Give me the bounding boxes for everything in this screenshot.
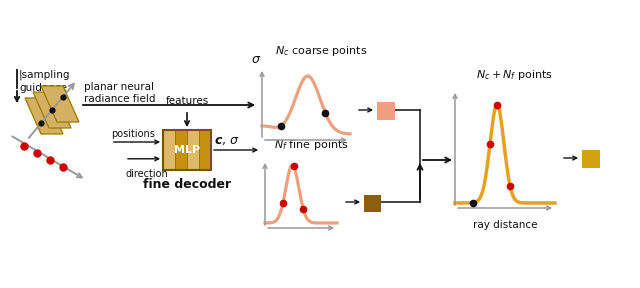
- Bar: [582, 150, 600, 168]
- Polygon shape: [33, 92, 71, 128]
- Bar: [199, 130, 211, 170]
- Text: $\boldsymbol{c}$, $\sigma$: $\boldsymbol{c}$, $\sigma$: [214, 134, 239, 147]
- Text: MLP: MLP: [174, 145, 200, 155]
- Text: $N_c$ coarse points: $N_c$ coarse points: [275, 44, 367, 58]
- Polygon shape: [41, 86, 79, 122]
- Text: planar neural
radiance field: planar neural radiance field: [84, 82, 156, 105]
- Bar: [364, 195, 381, 212]
- Bar: [187, 130, 198, 170]
- Bar: [175, 130, 186, 170]
- Text: $N_f$ fine points: $N_f$ fine points: [273, 138, 349, 152]
- Text: |sampling
guidance: |sampling guidance: [19, 70, 70, 93]
- Bar: [163, 130, 175, 170]
- Text: $N_c + N_f$ points: $N_c + N_f$ points: [476, 68, 554, 82]
- Text: fine decoder: fine decoder: [143, 178, 231, 191]
- Text: ray distance: ray distance: [473, 220, 537, 230]
- Text: positions: positions: [111, 129, 155, 139]
- Polygon shape: [25, 98, 63, 134]
- Bar: [377, 102, 395, 120]
- Text: features: features: [165, 96, 209, 106]
- Bar: [163, 130, 211, 170]
- Text: $\sigma$: $\sigma$: [251, 53, 261, 66]
- Text: direction: direction: [125, 169, 168, 179]
